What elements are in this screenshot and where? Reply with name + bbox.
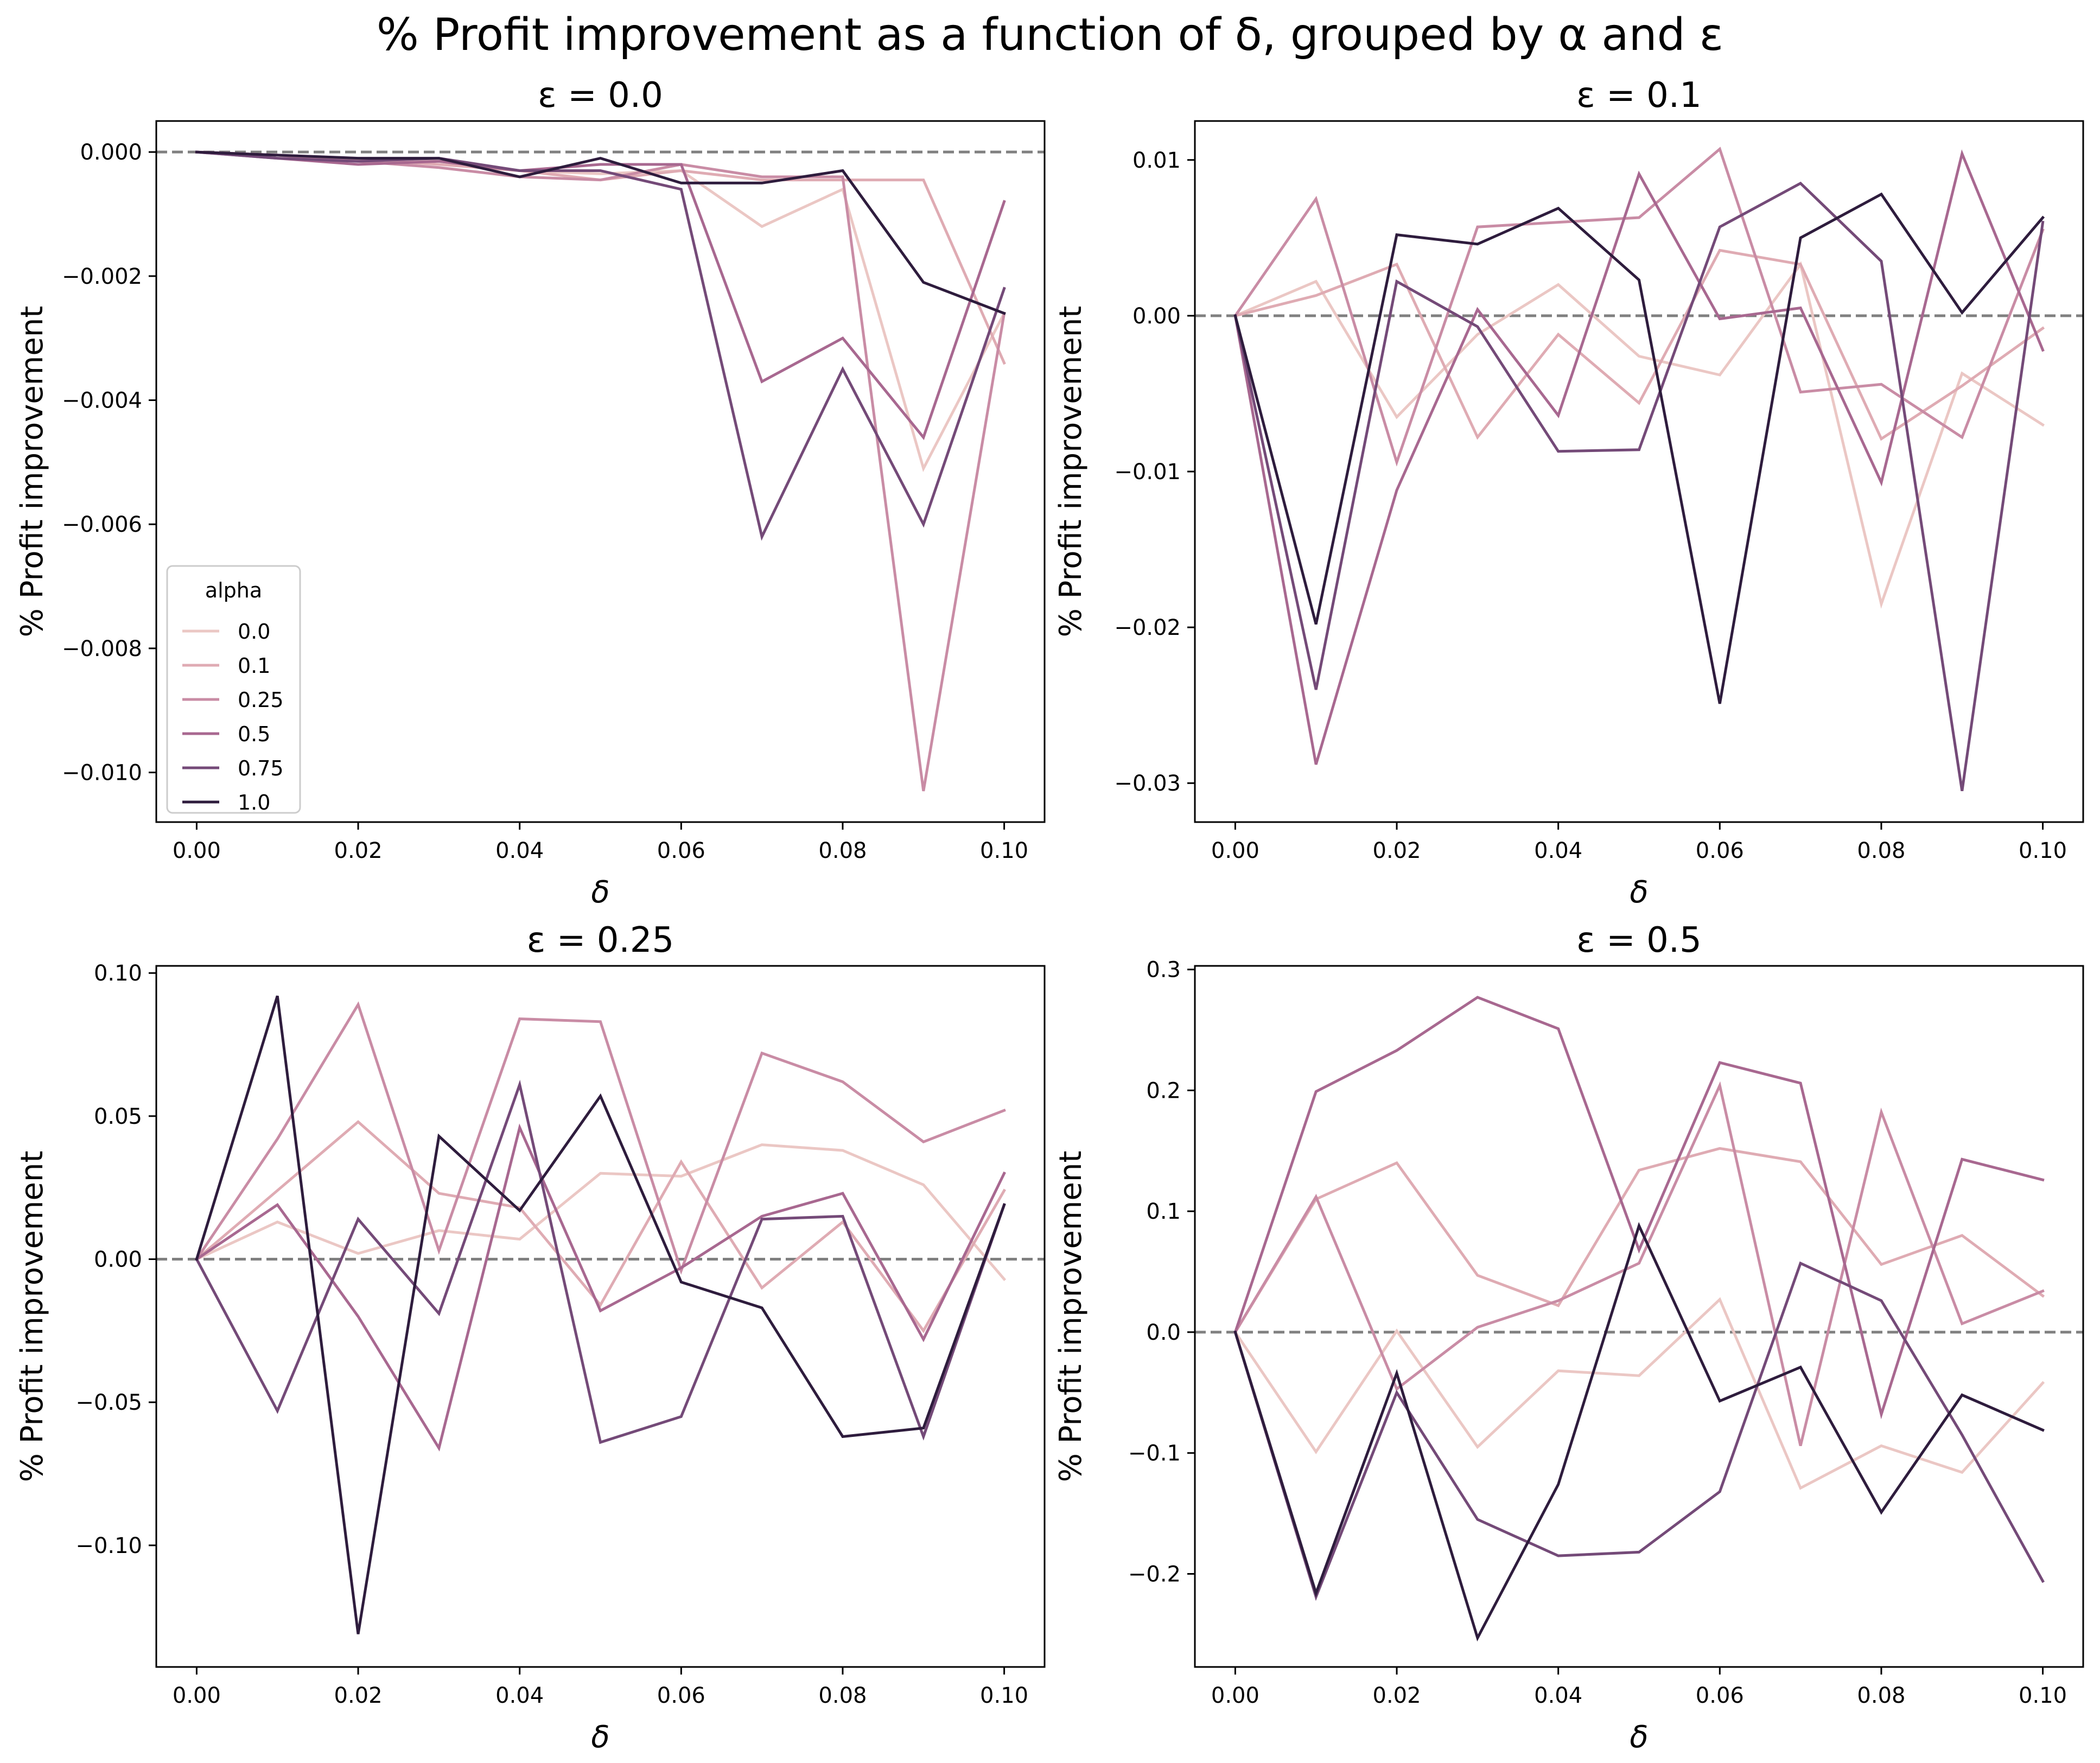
series-line-alpha-0.25 <box>194 1001 1006 1275</box>
legend-label: 1.0 <box>238 791 270 814</box>
y-tick-label: 0.05 <box>94 1104 142 1129</box>
x-tick-label: 0.10 <box>980 838 1028 863</box>
legend-label: 0.75 <box>238 756 284 780</box>
x-tick-label: 0.10 <box>2019 838 2067 863</box>
panel-title: ε = 0.0 <box>538 75 663 116</box>
y-axis-label: % Profit improvement <box>15 306 50 638</box>
y-tick-label: −0.02 <box>1114 615 1181 640</box>
panel-title: ε = 0.5 <box>1576 920 1702 960</box>
x-tick-label: 0.08 <box>818 838 867 863</box>
y-tick-label: −0.004 <box>62 389 142 413</box>
y-tick-label: −0.002 <box>62 264 142 289</box>
x-tick-label: 0.04 <box>495 838 544 863</box>
series-line-alpha-1.0 <box>1233 1221 2045 1642</box>
series-line-alpha-0.0 <box>1233 1297 2045 1490</box>
legend: alpha 0.0 0.1 0.25 0.5 0.75 1.0 <box>166 565 301 814</box>
x-tick-label: 0.02 <box>1373 1683 1421 1708</box>
x-tick-label: 0.02 <box>334 1683 383 1708</box>
y-tick-label: 0.0 <box>1146 1320 1181 1345</box>
x-axis-label: δ <box>1630 875 1648 910</box>
x-tick-label: 0.00 <box>173 1683 221 1708</box>
series-line-alpha-0.75 <box>1233 181 2045 791</box>
series-line-alpha-0.25 <box>1233 1081 2045 1446</box>
panel-title: ε = 0.25 <box>527 920 674 960</box>
y-tick-label: −0.2 <box>1128 1562 1181 1587</box>
x-tick-label: 0.00 <box>173 838 221 863</box>
x-tick-label: 0.02 <box>334 838 383 863</box>
x-tick-label: 0.04 <box>495 1683 544 1708</box>
chart-panel-2: ε = 0.25 0.00 0.02 0.04 0.06 0.08 0.10 0.10 0.05… <box>15 920 1046 1755</box>
x-tick-label: 0.06 <box>657 838 705 863</box>
legend-label: 0.5 <box>238 722 270 746</box>
y-tick-label: −0.010 <box>62 761 142 786</box>
series-line-alpha-0.5 <box>195 150 1006 441</box>
x-tick-label: 0.06 <box>1696 838 1744 863</box>
y-tick-label: 0.10 <box>94 961 142 986</box>
axes-frame <box>1194 965 2084 1668</box>
axes-frame <box>155 120 1046 823</box>
legend-label: 0.25 <box>238 688 284 712</box>
legend-title: alpha <box>205 578 262 602</box>
series-line-alpha-0.1 <box>1233 1147 2045 1334</box>
x-tick-label: 0.04 <box>1534 1683 1582 1708</box>
y-tick-label: 0.000 <box>80 140 142 165</box>
y-tick-label: 0.00 <box>1132 304 1181 329</box>
x-tick-label: 0.06 <box>1696 1683 1744 1708</box>
y-tick-label: −0.006 <box>62 512 142 537</box>
x-tick-label: 0.08 <box>1857 1683 1905 1708</box>
legend-label: 0.0 <box>238 620 270 644</box>
x-tick-label: 0.06 <box>657 1683 705 1708</box>
series-line-alpha-1.0 <box>1233 192 2045 704</box>
series-line-alpha-1.0 <box>195 995 1006 1634</box>
series-line-alpha-0.75 <box>195 150 1006 541</box>
y-tick-label: 0.2 <box>1146 1078 1181 1103</box>
x-tick-label: 0.00 <box>1211 838 1259 863</box>
y-tick-label: −0.008 <box>62 637 142 661</box>
figure-title: % Profit improvement as a function of δ,… <box>377 9 1723 61</box>
y-tick-label: −0.1 <box>1128 1441 1181 1466</box>
y-tick-label: 0.1 <box>1146 1199 1181 1224</box>
series-line-alpha-0.75 <box>1233 1261 2045 1601</box>
x-tick-label: 0.08 <box>1857 838 1905 863</box>
y-tick-label: 0.00 <box>94 1248 142 1272</box>
x-tick-label: 0.08 <box>818 1683 867 1708</box>
series-line-alpha-0.0 <box>195 1143 1007 1281</box>
series-line-alpha-0.1 <box>1233 249 2045 441</box>
y-axis-label: % Profit improvement <box>1053 306 1089 638</box>
legend-label: 0.1 <box>238 654 270 678</box>
series-line-alpha-0.1 <box>194 1120 1007 1333</box>
legend-box <box>166 565 301 814</box>
x-tick-label: 0.04 <box>1534 838 1582 863</box>
y-tick-label: −0.05 <box>75 1390 142 1415</box>
series-line-alpha-0.75 <box>195 1079 1006 1444</box>
series-line-alpha-0.5 <box>1233 149 2045 765</box>
chart-panel-3: ε = 0.5 0.00 0.02 0.04 0.06 0.08 0.10 0.3 0.2 0.1… <box>1053 920 2084 1755</box>
x-tick-label: 0.10 <box>2019 1683 2067 1708</box>
y-tick-label: 0.01 <box>1132 148 1181 173</box>
series-line-alpha-1.0 <box>195 150 1006 315</box>
y-tick-label: 0.3 <box>1146 958 1181 983</box>
chart-panel-0: ε = 0.0 0.00 0.02 0.04 0.06 0.08 0.10 0.000 −0.0… <box>15 75 1046 910</box>
x-tick-label: 0.10 <box>980 1683 1028 1708</box>
axes-frame <box>155 965 1046 1668</box>
x-axis-label: δ <box>591 875 609 910</box>
series-line-alpha-0.5 <box>1233 996 2045 1420</box>
x-axis-label: δ <box>591 1720 609 1755</box>
chart-panel-1: ε = 0.1 0.00 0.02 0.04 0.06 0.08 0.10 0.01 0.00 −… <box>1053 75 2084 910</box>
y-tick-label: −0.01 <box>1114 460 1181 485</box>
y-tick-label: −0.10 <box>75 1533 142 1558</box>
x-tick-label: 0.02 <box>1373 838 1421 863</box>
series-line-alpha-0.5 <box>194 1123 1006 1452</box>
x-axis-label: δ <box>1630 1720 1648 1755</box>
x-tick-label: 0.00 <box>1211 1683 1259 1708</box>
y-axis-label: % Profit improvement <box>1053 1151 1089 1482</box>
panel-title: ε = 0.1 <box>1576 75 1702 116</box>
y-axis-label: % Profit improvement <box>15 1151 50 1482</box>
series-line-alpha-0.25 <box>1233 147 2045 467</box>
y-tick-label: −0.03 <box>1114 771 1181 796</box>
